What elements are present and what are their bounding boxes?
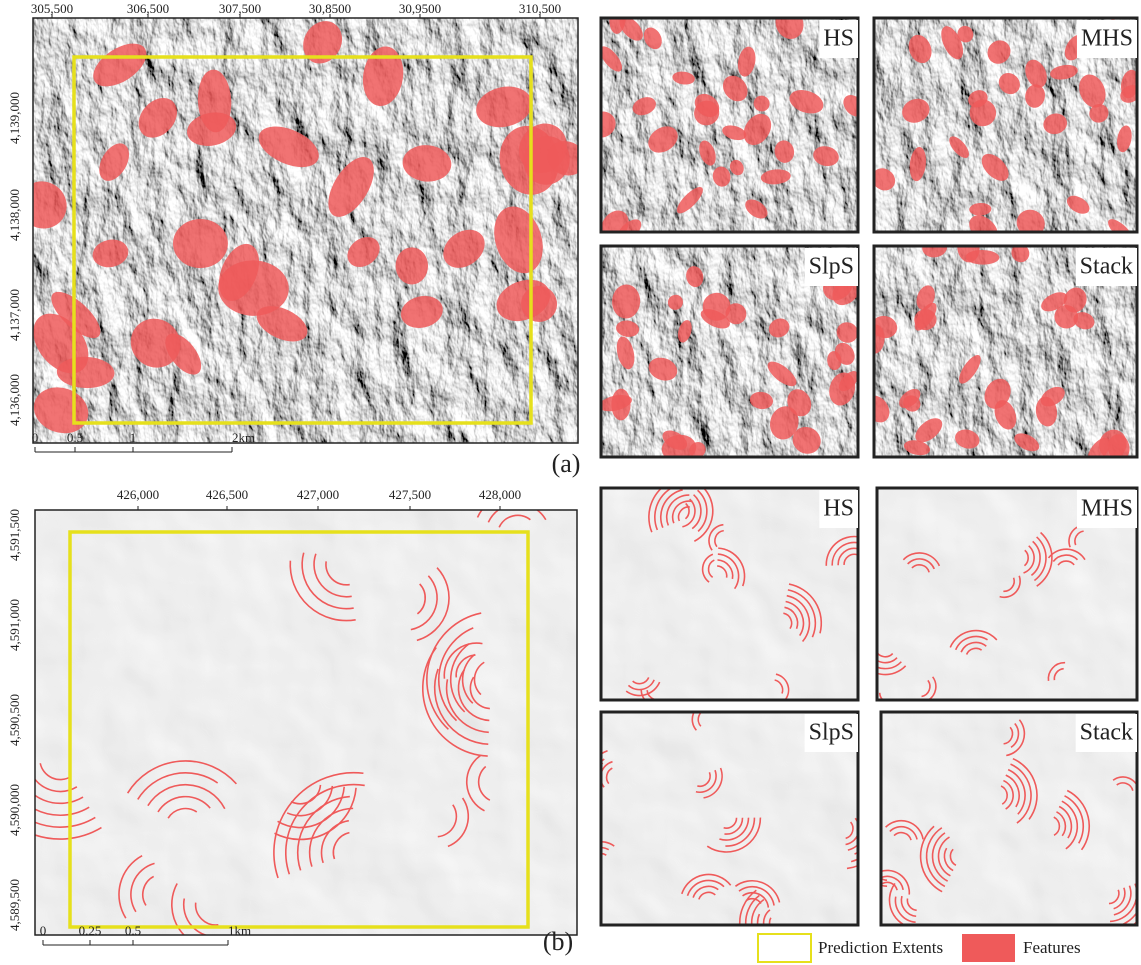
scale-label: 1km	[228, 923, 251, 938]
inset: Stack	[860, 231, 1137, 467]
y-coordinate-label: 4,591,000	[7, 599, 22, 651]
inset: HS	[601, 478, 858, 706]
x-coordinate-label: 30,9500	[399, 1, 441, 16]
inset-label: HS	[823, 26, 854, 52]
y-coordinate-label: 4,137,000	[7, 289, 22, 341]
panel: 426,000 426,500 427,000 427,500 428,000 4,591…	[0, 478, 1141, 960]
inset-label: SlpS	[809, 720, 854, 746]
scale-label: 0	[32, 430, 39, 445]
x-coordinate-label: 427,000	[297, 487, 339, 502]
inset: SlpS	[579, 703, 882, 960]
x-coordinate-label: 310,500	[519, 1, 561, 16]
inset: SlpS	[597, 246, 866, 464]
x-coordinate-label: 307,500	[219, 1, 261, 16]
x-coordinate-label: 426,000	[117, 487, 159, 502]
x-coordinate-label: 306,500	[127, 1, 169, 16]
legend-extent-swatch	[758, 934, 811, 962]
y-coordinate-label: 4,139,000	[7, 92, 22, 144]
panel-label: (b)	[543, 927, 573, 956]
inset-label: MHS	[1081, 496, 1133, 522]
feature	[173, 219, 228, 268]
scale-label: 0.5	[67, 430, 83, 445]
scale-label: 1	[130, 430, 137, 445]
y-coordinate-label: 4,138,000	[7, 189, 22, 241]
y-coordinate-label: 4,590,000	[7, 784, 22, 836]
panel: 305,500 306,500 307,500 30,8500 30,9500 310,5…	[7, 1, 1141, 478]
feature	[586, 740, 596, 774]
x-coordinate-label: 427,500	[389, 487, 431, 502]
map	[10, 14, 591, 443]
inset: MHS	[868, 16, 1141, 249]
hillshade	[35, 510, 577, 935]
scale-label: 2km	[232, 430, 255, 445]
y-coordinate-label: 4,590,500	[7, 694, 22, 746]
y-coordinate-label: 4,589,500	[7, 879, 22, 931]
x-coordinate-label: 30,8500	[309, 1, 351, 16]
legend-text: Prediction Extents	[818, 938, 943, 957]
inset-label: Stack	[1080, 254, 1133, 280]
x-coordinate-label: 305,500	[31, 1, 73, 16]
inset-label: HS	[823, 496, 854, 522]
x-coordinate-label: 426,500	[206, 487, 248, 502]
scale-label: 0	[40, 923, 47, 938]
legend-feature-swatch	[962, 934, 1015, 962]
inset: Stack	[871, 712, 1141, 933]
scale-label: 0.25	[79, 923, 102, 938]
y-coordinate-label: 4,136,000	[7, 374, 22, 426]
inset: MHS	[860, 488, 1137, 715]
map	[0, 492, 577, 949]
panel-label: (a)	[552, 449, 581, 478]
figure: 305,500 306,500 307,500 30,8500 30,9500 310,5…	[0, 0, 1141, 965]
inset-label: SlpS	[809, 254, 854, 280]
inset-label: Stack	[1080, 720, 1133, 746]
x-coordinate-label: 428,000	[479, 487, 521, 502]
feature	[580, 733, 593, 779]
legend-text: Features	[1023, 938, 1081, 957]
inset: HS	[583, 4, 868, 246]
y-coordinate-label: 4,591,500	[7, 509, 22, 561]
inset-label: MHS	[1081, 26, 1133, 52]
scale-label: 0.5	[125, 923, 141, 938]
